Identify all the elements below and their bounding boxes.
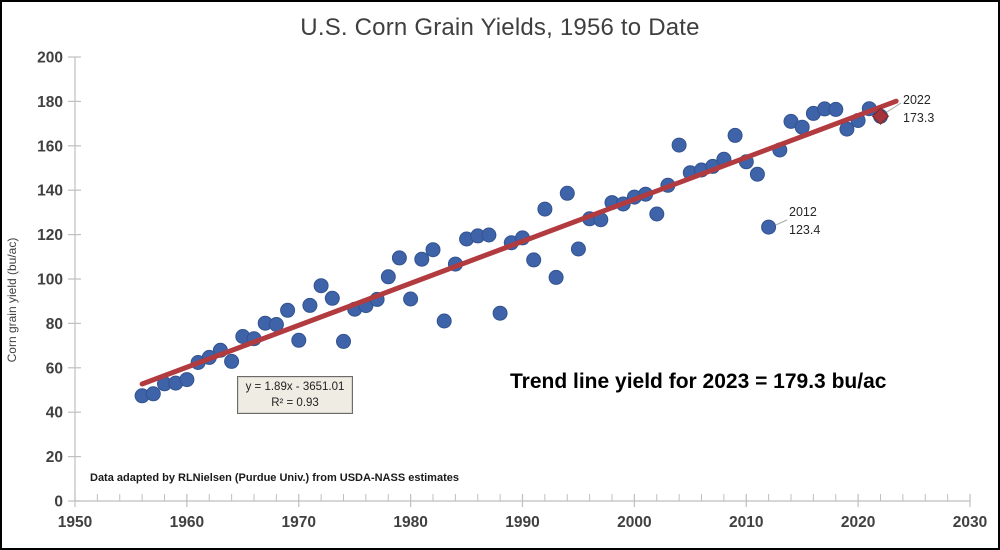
leader-line-2012 — [775, 219, 788, 226]
data-point — [224, 353, 240, 369]
x-tick-label: 2000 — [617, 514, 651, 531]
annotation-2012-value: 123.4 — [789, 223, 821, 237]
x-axis-minor-ticks — [96, 494, 949, 501]
annotation-leader-lines — [775, 102, 902, 226]
data-point — [179, 372, 195, 388]
y-tick-label: 0 — [54, 494, 63, 511]
trendline-equation: y = 1.89x - 3651.01 — [245, 381, 345, 393]
trendline-equation-box: y = 1.89x - 3651.01 R² = 0.93 — [237, 376, 353, 414]
x-axis-ticks: 1950 1960 1970 1980 1990 2000 2010 2020 2030 — [58, 494, 987, 531]
y-axis-ticks: 0 20 40 60 80 100 120 140 160 180 200 — [37, 50, 81, 511]
data-point — [302, 297, 318, 313]
trendline-r-squared: R² = 0.93 — [271, 397, 319, 409]
x-tick-label: 1950 — [58, 514, 92, 531]
data-point — [380, 269, 396, 285]
data-point — [828, 101, 844, 117]
annotation-2012: 2012 123.4 — [789, 203, 820, 239]
y-tick-label: 200 — [37, 50, 63, 67]
data-point — [761, 219, 777, 235]
data-point — [671, 137, 687, 153]
x-tick-label: 2030 — [953, 514, 987, 531]
annotation-2022: 2022 173.3 — [903, 91, 934, 127]
data-point — [280, 302, 296, 318]
y-tick-label: 40 — [46, 405, 63, 422]
data-point — [291, 332, 307, 348]
data-point — [414, 251, 430, 267]
x-tick-label: 2010 — [729, 514, 763, 531]
y-tick-label: 180 — [37, 94, 63, 111]
y-tick-label: 120 — [37, 227, 63, 244]
source-footnote: Data adapted by RLNielsen (Purdue Univ.)… — [90, 472, 459, 484]
y-tick-label: 60 — [46, 360, 63, 377]
y-tick-label: 80 — [46, 316, 63, 333]
x-tick-label: 1980 — [393, 514, 427, 531]
annotation-2022-year: 2022 — [903, 93, 931, 107]
annotation-2022-value: 173.3 — [903, 111, 935, 125]
chart-title: U.S. Corn Grain Yields, 1956 to Date — [300, 14, 700, 41]
annotation-2012-year: 2012 — [789, 205, 817, 219]
data-point — [425, 242, 441, 258]
data-point — [336, 333, 351, 349]
trend-prediction-label: Trend line yield for 2023 = 179.3 bu/ac — [510, 370, 887, 393]
data-point — [492, 305, 508, 321]
leader-line-2022 — [886, 102, 902, 113]
y-tick-label: 160 — [37, 138, 63, 155]
y-tick-label: 20 — [46, 449, 63, 466]
highlight-point-2022-diamond — [871, 107, 890, 125]
x-tick-label: 1970 — [282, 514, 316, 531]
data-point — [481, 227, 497, 243]
data-point — [324, 290, 340, 306]
x-tick-label: 1990 — [505, 514, 539, 531]
data-point — [727, 127, 743, 143]
x-tick-label: 1960 — [170, 514, 204, 531]
data-point — [526, 252, 542, 268]
data-point — [649, 206, 665, 222]
data-point — [313, 278, 329, 294]
data-point — [749, 166, 765, 182]
data-point — [548, 269, 564, 285]
trend-line — [139, 98, 899, 387]
data-point — [559, 185, 575, 201]
data-point — [403, 291, 419, 307]
data-point — [436, 313, 452, 329]
data-point — [391, 250, 407, 266]
y-tick-label: 100 — [37, 272, 63, 289]
data-point — [570, 241, 586, 257]
data-point — [537, 201, 553, 217]
y-tick-label: 140 — [37, 183, 63, 200]
data-point — [145, 386, 161, 402]
x-tick-label: 2020 — [841, 514, 875, 531]
